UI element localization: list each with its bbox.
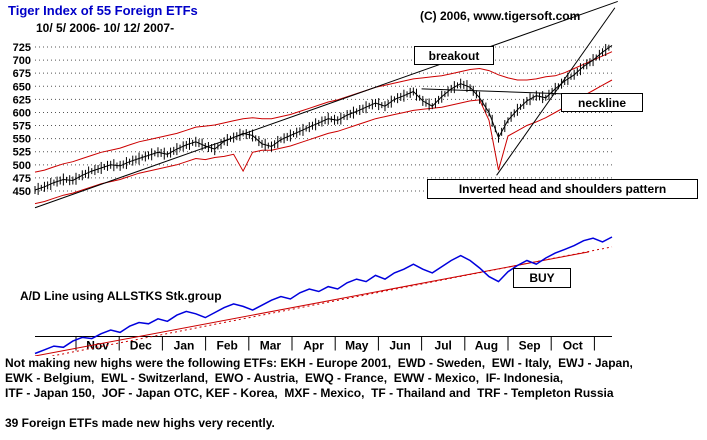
breakout-annotation: breakout xyxy=(414,46,494,65)
svg-text:Aug: Aug xyxy=(475,339,498,353)
svg-text:Dec: Dec xyxy=(130,339,152,353)
svg-text:Sep: Sep xyxy=(519,339,541,353)
svg-text:May: May xyxy=(345,339,369,353)
svg-text:Apr: Apr xyxy=(303,339,324,353)
inverted-head-and-shoulders-annotation: Inverted head and shoulders pattern xyxy=(427,179,698,199)
svg-text:625: 625 xyxy=(13,94,31,106)
svg-text:Jan: Jan xyxy=(174,339,195,353)
buy-signal-annotation: BUY xyxy=(513,268,571,288)
svg-text:500: 500 xyxy=(13,160,31,172)
svg-text:Oct: Oct xyxy=(563,339,583,353)
svg-text:Jul: Jul xyxy=(435,339,452,353)
svg-text:575: 575 xyxy=(13,121,31,133)
svg-text:Nov: Nov xyxy=(86,339,109,353)
page-title: Tiger Index of 55 Foreign ETFs xyxy=(8,3,198,18)
neckline-annotation: neckline xyxy=(561,93,643,112)
svg-text:650: 650 xyxy=(13,81,31,93)
svg-text:Mar: Mar xyxy=(260,339,282,353)
svg-text:550: 550 xyxy=(13,134,31,146)
svg-text:725: 725 xyxy=(13,42,31,54)
svg-text:525: 525 xyxy=(13,147,31,159)
footer-line-4: 39 Foreign ETFs made new highs very rece… xyxy=(5,416,275,430)
footer-line-3: ITF - Japan 150, JOF - Japan OTC, KEF - … xyxy=(5,386,614,400)
svg-text:Jun: Jun xyxy=(389,339,410,353)
footer-line-2: EWK - Belgium, EWL - Switzerland, EWO - … xyxy=(5,371,564,385)
svg-text:475: 475 xyxy=(13,173,31,185)
svg-text:450: 450 xyxy=(13,186,31,198)
svg-text:Feb: Feb xyxy=(217,339,238,353)
svg-text:700: 700 xyxy=(13,55,31,67)
footer-line-1: Not making new highs were the following … xyxy=(5,356,633,370)
svg-text:600: 600 xyxy=(13,107,31,119)
svg-text:675: 675 xyxy=(13,68,31,80)
copyright-text: (C) 2006, www.tigersoft.com xyxy=(420,9,581,23)
date-range-label: 10/ 5/ 2006- 10/ 12/ 2007- xyxy=(36,21,175,35)
ad-line-label: A/D Line using ALLSTKS Stk.group xyxy=(20,289,222,303)
